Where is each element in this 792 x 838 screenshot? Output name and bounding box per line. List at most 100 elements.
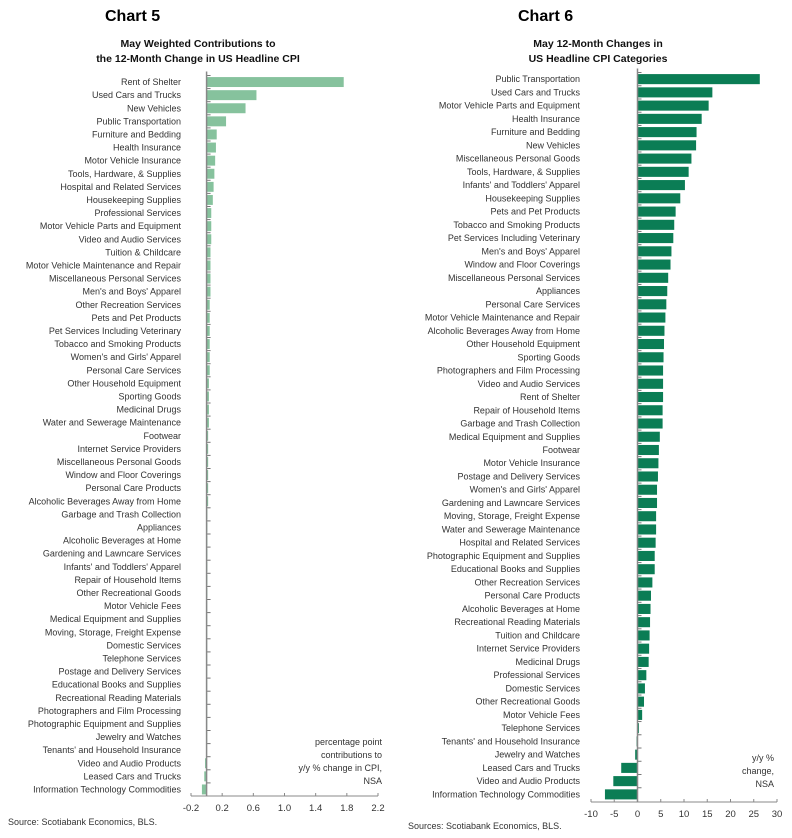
c6-category-label: Housekeeping Supplies: [485, 193, 580, 203]
c6-category-label: Infants' and Toddlers' Apparel: [463, 180, 580, 190]
c5-category-label: Medical Equipment and Supplies: [50, 614, 182, 624]
c6-bar: [637, 405, 663, 416]
c6-bar: [637, 670, 647, 681]
c6-bar: [637, 603, 651, 614]
c5-category-label: Motor Vehicle Fees: [104, 601, 182, 611]
c6-bar: [637, 338, 665, 350]
c6-bar: [637, 590, 651, 601]
c6-category-label: Other Household Equipment: [466, 339, 580, 349]
c5-bar: [206, 352, 210, 363]
c6-bar: [637, 511, 657, 522]
c6-x-tick-label: 5: [658, 809, 663, 820]
c6-bar: [637, 206, 676, 217]
c5-category-label: Infants' and Toddlers' Apparel: [64, 562, 181, 572]
c5-x-tick-label: 0.2: [216, 803, 229, 814]
c5-category-label: Sporting Goods: [118, 391, 181, 401]
chart6-note-2: change,: [742, 766, 774, 776]
c6-category-label: Internet Service Providers: [476, 644, 580, 654]
c6-category-label: Moving, Storage, Freight Expense: [444, 511, 580, 521]
c6-category-label: Telephone Services: [501, 723, 580, 733]
c6-bar: [637, 378, 664, 389]
c5-bar: [206, 129, 217, 140]
c5-category-label: Pets and Pet Products: [91, 313, 181, 323]
c6-bar: [635, 749, 638, 760]
c6-category-label: Repair of Household Items: [473, 405, 580, 415]
c6-bar: [637, 577, 653, 588]
c5-category-label: Hospital and Related Services: [60, 182, 181, 192]
c6-category-label: Medical Equipment and Supplies: [449, 432, 581, 442]
c5-bar: [206, 378, 209, 389]
c5-category-label: Motor Vehicle Insurance: [84, 156, 181, 166]
c6-bar: [637, 113, 702, 124]
c6-bar: [637, 153, 692, 164]
c6-bar: [637, 272, 669, 283]
c5-category-label: Photographic Equipment and Supplies: [28, 719, 182, 729]
chart5-note-1: percentage point: [315, 737, 383, 747]
c5-bar: [206, 470, 209, 481]
c6-category-label: Women's and Girls' Apparel: [470, 485, 580, 495]
c5-category-label: Used Cars and Trucks: [92, 90, 182, 100]
c6-category-label: Water and Sewerage Maintenance: [442, 524, 580, 534]
c5-bar: [206, 90, 257, 101]
c5-category-label: Video and Audio Services: [79, 234, 182, 244]
c5-category-label: Rent of Shelter: [121, 77, 181, 87]
chart6-title-line1: May 12-Month Changes in: [533, 38, 663, 50]
c6-bar: [637, 233, 674, 244]
c5-category-label: Garbage and Trash Collection: [61, 509, 181, 519]
c6-category-label: Furniture and Bedding: [491, 127, 580, 137]
c6-category-label: Pet Services Including Veterinary: [448, 233, 581, 243]
c5-category-label: New Vehicles: [127, 103, 182, 113]
c5-bar: [206, 299, 210, 310]
chart5-label: Chart 5: [105, 8, 160, 25]
c5-category-label: Gardening and Lawncare Services: [43, 549, 182, 559]
c6-category-label: Miscellaneous Personal Services: [448, 273, 581, 283]
c6-bar: [604, 789, 638, 800]
c6-x-tick-label: 10: [679, 809, 690, 820]
c6-category-label: Professional Services: [493, 670, 580, 680]
c6-category-label: Footwear: [542, 445, 580, 455]
c6-bar: [637, 537, 656, 548]
chart6-plot: Public Transportation Used Cars and Truck…: [425, 68, 782, 820]
c6-x-tick-label: 20: [725, 809, 736, 820]
c5-x-tick-label: -0.2: [183, 803, 199, 814]
c5-bar: [206, 496, 209, 507]
c6-category-label: Garbage and Trash Collection: [460, 419, 580, 429]
c6-category-label: Video and Audio Services: [478, 379, 581, 389]
c6-category-label: Motor Vehicle Insurance: [483, 458, 580, 468]
c6-category-label: Rent of Shelter: [520, 392, 580, 402]
c5-bar: [206, 234, 212, 245]
c5-category-label: Photographers and Film Processing: [38, 706, 181, 716]
c6-bar: [637, 193, 681, 204]
c6-bar: [637, 140, 697, 151]
chart5-plot: Rent of Shelter Used Cars and Trucks New V…: [26, 71, 385, 814]
chart5-title-line1: May Weighted Contributions to: [121, 38, 276, 50]
c6-category-label: Public Transportation: [495, 74, 580, 84]
c5-category-label: Internet Service Providers: [77, 444, 181, 454]
c6-bar: [637, 643, 650, 654]
c6-category-label: Other Recreational Goods: [475, 697, 580, 707]
c5-bar: [206, 273, 211, 284]
c5-category-label: Other Recreational Goods: [76, 588, 181, 598]
c5-category-label: Professional Services: [94, 208, 181, 218]
c5-category-label: Public Transportation: [96, 116, 181, 126]
c6-category-label: Appliances: [536, 286, 581, 296]
c6-category-label: Leased Cars and Trucks: [482, 763, 580, 773]
c5-category-label: Tobacco and Smoking Products: [54, 339, 181, 349]
c5-category-label: Moving, Storage, Freight Expense: [45, 627, 181, 637]
c5-category-label: Women's and Girls' Apparel: [71, 352, 181, 362]
c5-category-label: Medicinal Drugs: [116, 405, 181, 415]
c6-category-label: Miscellaneous Personal Goods: [456, 154, 581, 164]
c5-x-tick-label: 2.2: [371, 803, 384, 814]
c6-category-label: Tobacco and Smoking Products: [453, 220, 580, 230]
c6-category-label: Window and Floor Coverings: [464, 260, 580, 270]
c5-category-label: Tuition & Childcare: [105, 247, 181, 257]
c5-category-label: Pet Services Including Veterinary: [49, 326, 182, 336]
c6-category-label: Pets and Pet Products: [490, 207, 580, 217]
c5-category-label: Tools, Hardware, & Supplies: [68, 169, 182, 179]
c6-category-label: Motor Vehicle Maintenance and Repair: [425, 313, 580, 323]
c5-bar: [206, 155, 216, 166]
c5-category-label: Miscellaneous Personal Services: [49, 274, 182, 284]
c5-category-label: Men's and Boys' Apparel: [83, 287, 182, 297]
c5-bar: [206, 260, 211, 271]
